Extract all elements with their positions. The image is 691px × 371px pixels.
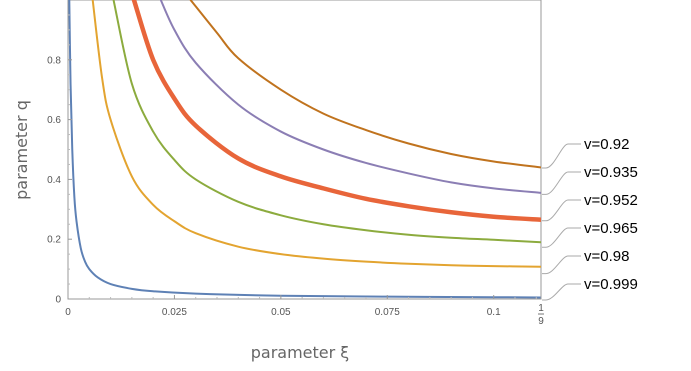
x-tick-label-0: 0 [65, 307, 71, 318]
plot-frame [68, 0, 541, 299]
y-tick-label-1: 0.2 [47, 235, 61, 246]
legend-label-4: v=0.98 [584, 248, 629, 265]
x-tick-label-2: 0.05 [271, 307, 291, 318]
legend-leader-1 [542, 172, 581, 194]
legend-label-0: v=0.92 [584, 136, 629, 153]
plot-border [68, 0, 541, 299]
legend-label-5: v=0.999 [584, 276, 638, 293]
legend-layer: v=0.92 v=0.935 v=0.952 v=0.965 v=0.98 v=0.999 [542, 136, 638, 300]
x-end-tick-denominator: 9 [538, 316, 544, 327]
legend-label-3: v=0.965 [584, 220, 638, 237]
x-tick-label-4: 0.1 [487, 307, 501, 318]
legend-leader-4 [542, 256, 581, 274]
y-axis-title: parameter q [12, 100, 31, 200]
legend-leader-0 [542, 144, 581, 168]
y-tick-label-3: 0.6 [47, 115, 61, 126]
x-axis-title: parameter ξ [251, 343, 350, 362]
legend-leader-3 [542, 228, 581, 247]
series-line-v-0-935 [161, 0, 541, 193]
series-layer [69, 0, 541, 298]
x-end-tick-numerator: 1 [538, 303, 544, 314]
legend-label-2: v=0.952 [584, 192, 638, 209]
legend-leader-2 [542, 200, 581, 221]
series-line-v-0-98 [93, 0, 541, 267]
y-tick-label-4: 0.8 [47, 55, 61, 66]
legend-leader-5 [542, 284, 581, 300]
series-line-v-0-999 [69, 0, 541, 298]
x-tick-label-1: 0.025 [162, 307, 187, 318]
x-tick-label-3: 0.075 [375, 307, 400, 318]
y-tick-label-0: 0 [55, 295, 61, 306]
legend-label-1: v=0.935 [584, 164, 638, 181]
y-tick-label-2: 0.4 [47, 175, 61, 186]
series-line-v-0-92 [191, 0, 541, 167]
ticks-layer: 0 0.025 0.05 0.075 0.1 1 9 0 0.2 0.4 0.6 0.8 [47, 15, 544, 327]
